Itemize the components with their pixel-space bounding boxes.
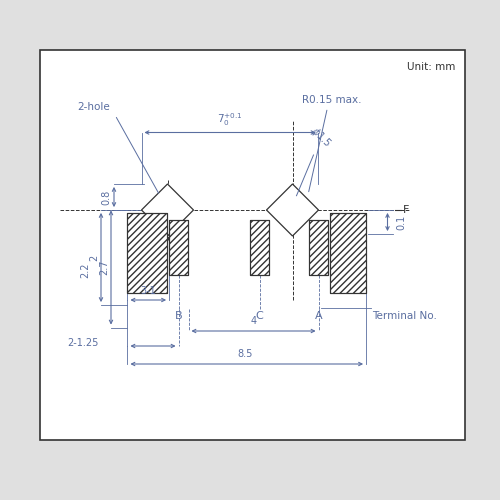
Bar bbox=[169, 220, 188, 275]
Bar bbox=[309, 220, 328, 275]
Text: 2-hole: 2-hole bbox=[78, 102, 110, 113]
Text: R0.15 max.: R0.15 max. bbox=[302, 95, 362, 105]
Text: 2.2: 2.2 bbox=[80, 262, 90, 278]
Text: Unit: mm: Unit: mm bbox=[406, 62, 455, 72]
Text: Terminal No.: Terminal No. bbox=[372, 311, 438, 321]
Bar bbox=[330, 212, 366, 292]
Bar bbox=[309, 220, 328, 275]
Text: C: C bbox=[256, 311, 264, 321]
Text: B: B bbox=[174, 311, 182, 321]
Polygon shape bbox=[142, 184, 194, 236]
Text: 2.7: 2.7 bbox=[99, 260, 109, 275]
Text: 3-1: 3-1 bbox=[140, 286, 156, 296]
Text: 2-1.25: 2-1.25 bbox=[68, 338, 99, 348]
Text: 2: 2 bbox=[89, 254, 99, 260]
Bar bbox=[40, 50, 465, 440]
Bar bbox=[169, 220, 188, 275]
Bar bbox=[250, 220, 269, 275]
Bar bbox=[330, 212, 366, 292]
Bar bbox=[128, 212, 166, 292]
Text: 4: 4 bbox=[250, 316, 256, 326]
Polygon shape bbox=[266, 184, 318, 236]
Text: A: A bbox=[314, 311, 322, 321]
Text: 8.5: 8.5 bbox=[238, 349, 253, 359]
Text: 0.8: 0.8 bbox=[102, 190, 112, 204]
Bar bbox=[128, 212, 166, 292]
Text: F: F bbox=[402, 205, 409, 215]
Bar bbox=[250, 220, 269, 275]
Text: $7^{+0.1}_{0}$: $7^{+0.1}_{0}$ bbox=[217, 110, 243, 128]
Text: 0.1: 0.1 bbox=[396, 214, 406, 230]
Text: $\phi$1.5: $\phi$1.5 bbox=[308, 124, 334, 150]
